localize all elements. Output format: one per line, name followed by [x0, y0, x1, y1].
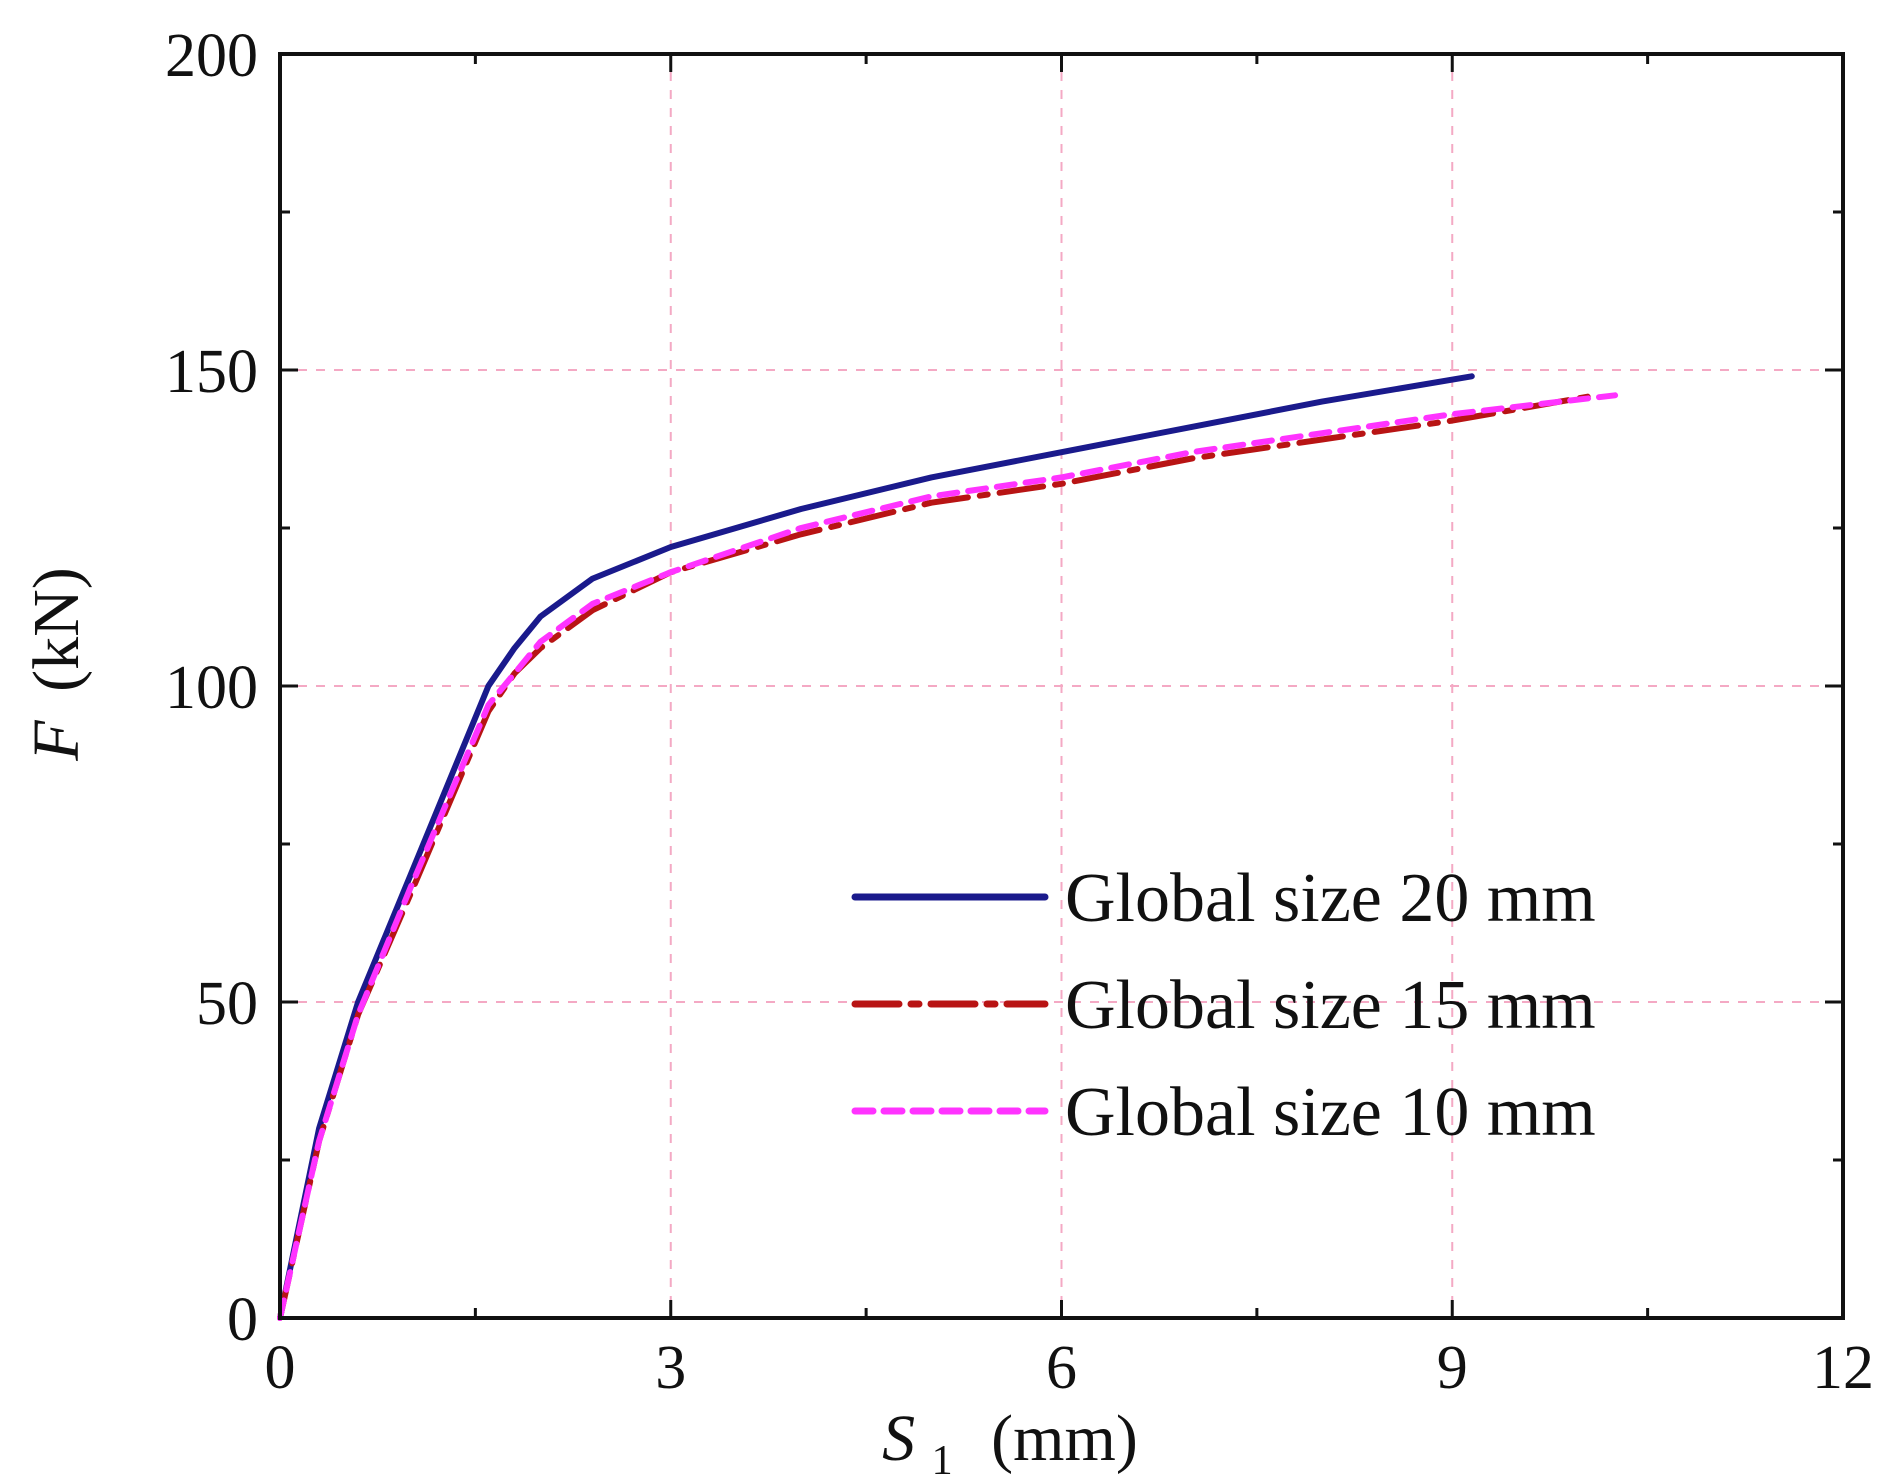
x-axis-title: S 1 (mm)	[882, 1402, 1138, 1475]
y-tick-label-3: 150	[165, 338, 258, 406]
legend-label-3: Global size 10 mm	[1065, 1074, 1596, 1151]
gridlines	[280, 54, 1843, 1318]
y-axis-title-unit: (kN)	[20, 567, 93, 692]
series-group	[277, 373, 1619, 1321]
legend: Global size 20 mm Global size 15 mm Global…	[851, 860, 1596, 1151]
x-tick-label-0: 0	[265, 1334, 296, 1402]
series-line-1	[277, 373, 1475, 1321]
x-axis-title-unit: (mm)	[991, 1402, 1138, 1475]
y-axis-title-main: F	[20, 720, 93, 762]
y-tick-label-2: 100	[165, 654, 258, 722]
legend-label-2: Global size 15 mm	[1065, 967, 1596, 1044]
y-tick-label-0: 0	[227, 1286, 258, 1354]
y-tick-label-4: 200	[165, 22, 258, 90]
x-tick-label-3: 9	[1437, 1334, 1468, 1402]
tick-group: 0 3 6 9 12 0 50 100 150 200	[165, 22, 1874, 1402]
series-line-3	[277, 392, 1619, 1321]
y-axis-title: F (kN)	[20, 567, 93, 761]
y-tick-label-1: 50	[196, 970, 258, 1038]
x-axis-title-sub: 1	[932, 1438, 953, 1475]
x-tick-label-4: 12	[1812, 1334, 1874, 1402]
x-tick-label-2: 6	[1046, 1334, 1077, 1402]
x-axis-title-main: S	[882, 1402, 915, 1475]
x-tick-label-1: 3	[655, 1334, 686, 1402]
legend-label-1: Global size 20 mm	[1065, 860, 1596, 937]
